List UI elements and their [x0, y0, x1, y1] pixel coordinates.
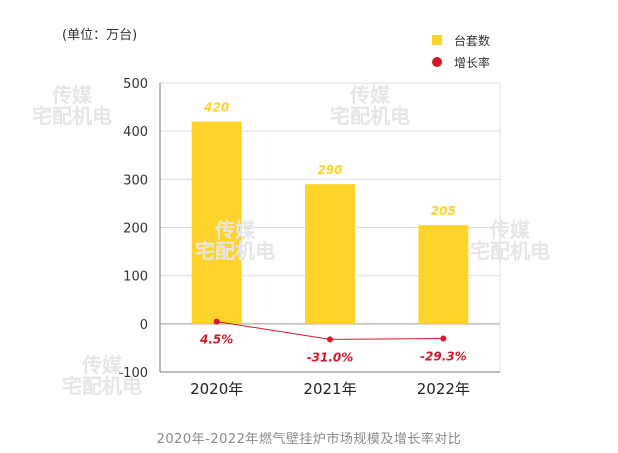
watermark-line2: 宅配机电	[62, 374, 142, 398]
legend-item-growth: 增长率	[432, 51, 490, 73]
growth-point	[327, 336, 333, 343]
bar	[305, 184, 355, 324]
watermark-logo: 传媒 宅配机电	[62, 355, 142, 397]
growth-value-label: -29.3%	[420, 349, 467, 363]
watermark-line2: 宅配机电	[330, 104, 410, 128]
watermark-line1: 传媒	[490, 218, 530, 242]
legend: 台套数 增长率	[432, 29, 490, 73]
y-tick-label: 500	[123, 77, 148, 92]
legend-label-units: 台套数	[454, 33, 491, 48]
y-tick-label: 300	[123, 173, 148, 188]
x-category-label: 2021年	[303, 380, 356, 398]
watermark-logo: 传媒 宅配机电	[195, 220, 275, 262]
watermark-line1: 传媒	[82, 353, 122, 377]
x-category-label: 2022年	[417, 380, 470, 398]
watermark-line2: 宅配机电	[195, 239, 275, 263]
growth-value-label: 4.5%	[199, 333, 233, 347]
bar	[418, 225, 469, 324]
legend-dot-icon	[432, 57, 442, 67]
growth-value-label: -31.0%	[307, 350, 354, 364]
legend-item-units: 台套数	[432, 29, 490, 51]
watermark-line2: 宅配机电	[32, 104, 112, 128]
watermark-line1: 传媒	[52, 83, 92, 107]
y-tick-label: 400	[123, 125, 148, 140]
bar-value-label: 290	[317, 163, 342, 177]
y-tick-label: -100	[118, 366, 148, 381]
growth-point	[213, 318, 220, 325]
legend-swatch-icon	[432, 35, 442, 45]
bar-value-label: 205	[431, 204, 456, 218]
y-tick-label: 200	[123, 222, 148, 237]
chart-caption: 2020年-2022年燃气壁挂炉市场规模及增长率对比	[156, 432, 462, 447]
watermark-line1: 传媒	[215, 218, 255, 242]
bar-value-label: 420	[203, 101, 229, 115]
unit-label: (单位：万台)	[62, 28, 138, 43]
watermark-line2: 宅配机电	[470, 239, 550, 263]
growth-point	[440, 335, 447, 342]
watermark-line1: 传媒	[350, 83, 390, 107]
y-tick-label: 100	[123, 270, 148, 285]
legend-label-growth: 增长率	[454, 55, 491, 70]
watermark-logo: 传媒 宅配机电	[32, 85, 112, 127]
watermark-logo: 传媒 宅配机电	[330, 85, 410, 127]
x-category-label: 2020年	[190, 380, 243, 398]
bar	[191, 121, 242, 324]
watermark-logo: 传媒 宅配机电	[470, 220, 550, 262]
y-tick-label: 0	[140, 318, 148, 333]
